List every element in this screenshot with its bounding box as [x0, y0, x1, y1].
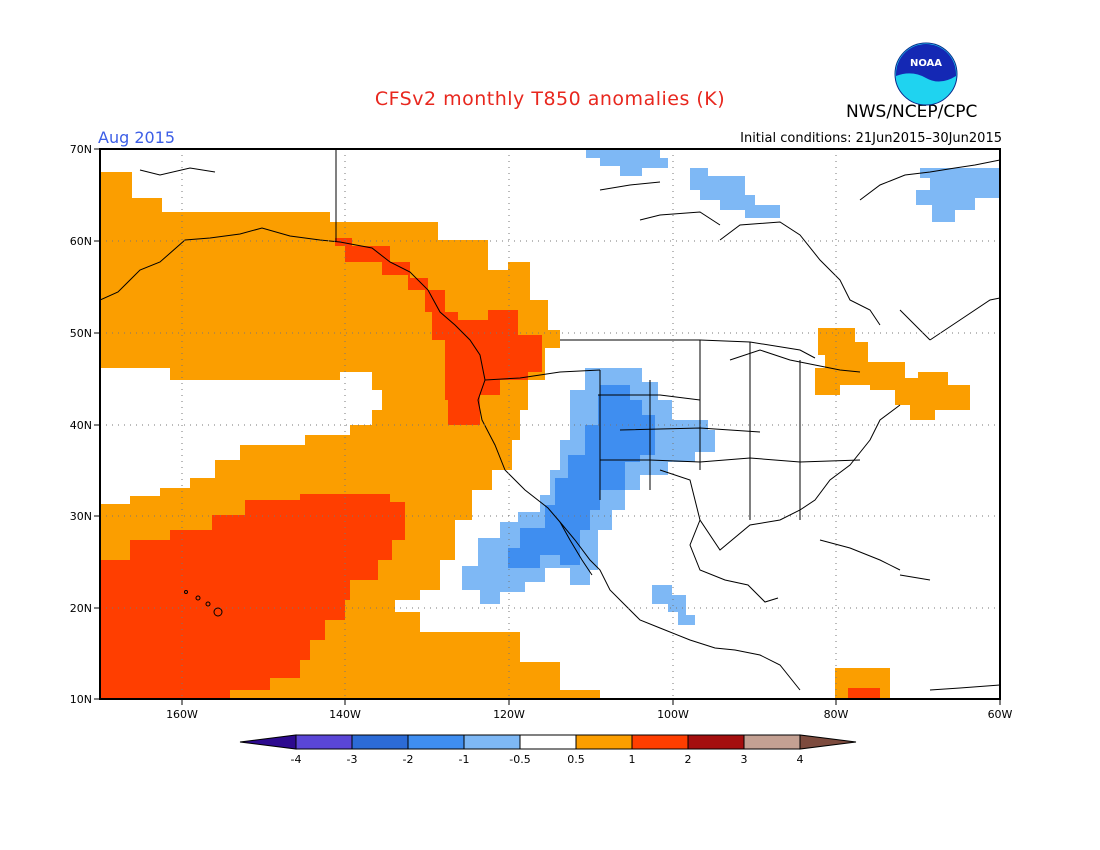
- lat-label: 30N: [70, 510, 92, 523]
- neutral-region-ne-pacific: [100, 368, 382, 504]
- colorbar-box: [743, 734, 801, 750]
- axis-ticks: [94, 148, 1001, 705]
- svg-text:NOAA: NOAA: [910, 58, 942, 69]
- lon-label: 60W: [988, 708, 1013, 721]
- colorbar-label: 0.5: [567, 753, 585, 766]
- anomaly-shading: [100, 149, 1000, 699]
- lon-label: 120W: [493, 708, 525, 721]
- colorbar-label: 2: [685, 753, 692, 766]
- lat-labels: 70N 60N 50N 40N 30N 20N 10N: [70, 143, 92, 706]
- colorbar: -4 -3 -2 -1 -0.5 0.5 1 2 3 4: [239, 734, 857, 766]
- colorbar-label: -3: [347, 753, 358, 766]
- colorbar-box: [631, 734, 689, 750]
- lon-label: 80W: [824, 708, 849, 721]
- coastlines: [100, 149, 1000, 691]
- warm-region-northeast-us: [815, 328, 970, 420]
- initial-conditions: Initial conditions: 21Jun2015–30Jun2015: [740, 131, 1002, 146]
- colorbar-label: 4: [797, 753, 804, 766]
- lat-label: 20N: [70, 602, 92, 615]
- colorbar-label: -2: [403, 753, 414, 766]
- forecast-period: Aug 2015: [98, 128, 176, 147]
- lat-label: 60N: [70, 235, 92, 248]
- plot-frame: [99, 148, 1001, 700]
- colorbar-box: [687, 734, 745, 750]
- cool-region-arctic-canada: [586, 149, 668, 176]
- strong-warm-region-pacific-northwest: [335, 238, 542, 425]
- strong-warm-region-caribbean: [848, 688, 880, 699]
- lon-label: 140W: [329, 708, 361, 721]
- colorbar-box: [519, 734, 577, 750]
- chart-title: CFSv2 monthly T850 anomalies (K): [374, 88, 726, 110]
- colorbar-arrow-low: [239, 734, 297, 750]
- strong-warm-region-subtropical-pacific: [100, 494, 405, 699]
- colorbar-box: [407, 734, 465, 750]
- lon-label: 100W: [657, 708, 689, 721]
- colorbar-arrow-high: [799, 734, 857, 750]
- lat-label: 10N: [70, 693, 92, 706]
- noaa-logo: NOAA: [894, 42, 958, 106]
- moderate-cool-region-southwest-us: [508, 385, 655, 568]
- lon-label: 160W: [166, 708, 198, 721]
- lat-label: 50N: [70, 327, 92, 340]
- cool-region-greenland: [916, 168, 1000, 222]
- colorbar-label: -4: [291, 753, 302, 766]
- colorbar-label: -1: [459, 753, 470, 766]
- lon-labels: 160W 140W 120W 100W 80W 60W: [166, 708, 1012, 721]
- organization-label: NWS/NCEP/CPC: [846, 102, 978, 122]
- colorbar-label: 3: [741, 753, 748, 766]
- lat-label: 40N: [70, 419, 92, 432]
- lat-label: 70N: [70, 143, 92, 156]
- cool-region-arctic-canada-2: [690, 168, 780, 218]
- hawaii-islands: [184, 590, 223, 617]
- colorbar-label: -0.5: [509, 753, 530, 766]
- colorbar-box: [463, 734, 521, 750]
- colorbar-label: 1: [629, 753, 636, 766]
- gridlines: [100, 149, 1000, 699]
- colorbar-box: [351, 734, 409, 750]
- colorbar-box: [295, 734, 353, 750]
- colorbar-box: [575, 734, 633, 750]
